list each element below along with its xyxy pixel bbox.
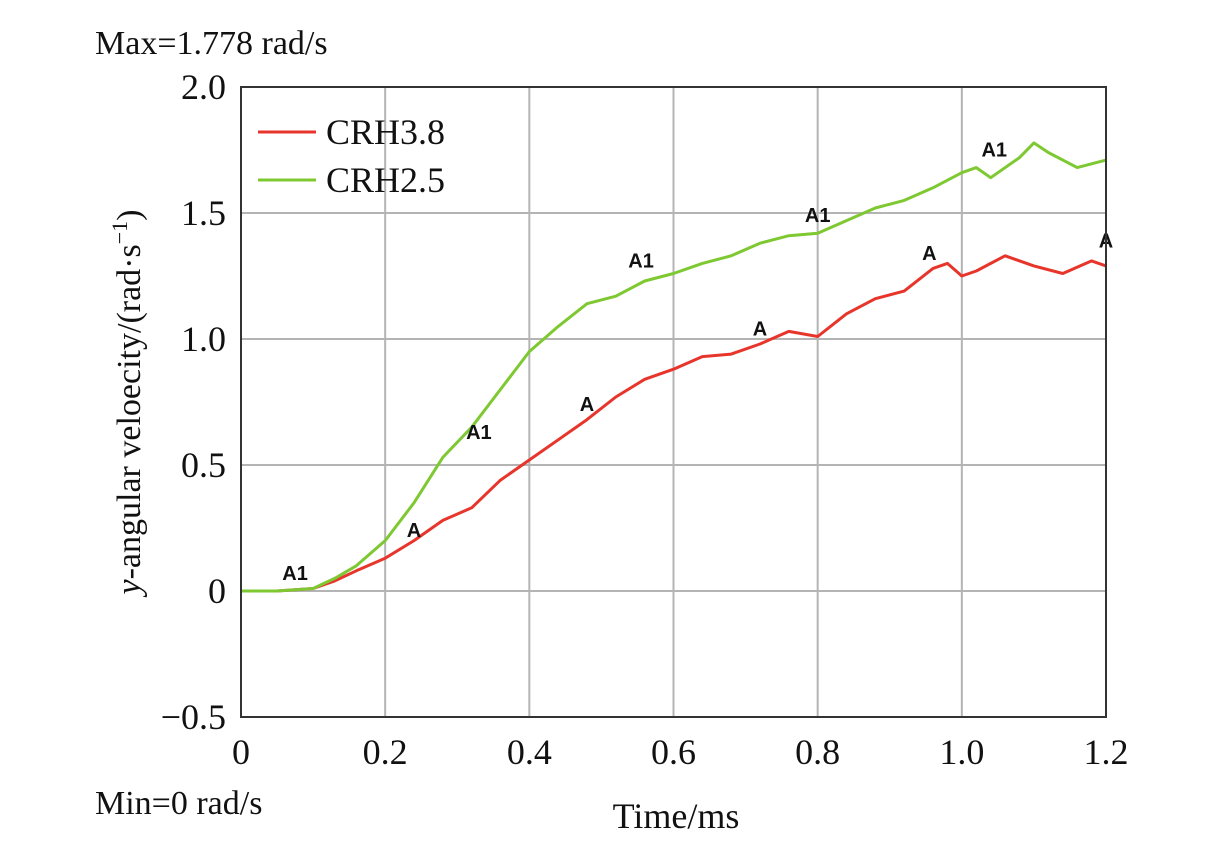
y-tick-label: 1.0 bbox=[181, 319, 226, 359]
y-tick-label: 2.0 bbox=[181, 67, 226, 107]
y-tick-label: −0.5 bbox=[161, 697, 226, 737]
y-tick-label: 1.5 bbox=[181, 193, 226, 233]
x-tick-labels: 0 0.2 0.4 0.6 0.8 1.0 1.2 bbox=[232, 732, 1129, 772]
x-tick-label: 0.8 bbox=[795, 732, 840, 772]
x-tick-label: 0 bbox=[232, 732, 250, 772]
x-tick-label: 1.2 bbox=[1084, 732, 1129, 772]
x-tick-label: 1.0 bbox=[939, 732, 984, 772]
legend-label: CRH3.8 bbox=[326, 112, 445, 152]
x-tick-label: 0.2 bbox=[363, 732, 408, 772]
annotation-label: A bbox=[753, 319, 767, 341]
y-tick-labels: −0.5 0 0.5 1.0 1.5 2.0 bbox=[161, 67, 226, 737]
series-lines bbox=[241, 141, 1107, 593]
annotation-label: A1 bbox=[981, 140, 1007, 162]
y-axis-label-text: -angular veloecity/(rad·s bbox=[111, 244, 148, 579]
x-axis-label: Time/ms bbox=[613, 796, 740, 836]
y-axis-label-sup: −1 bbox=[107, 221, 132, 244]
annotation-label: A bbox=[922, 243, 936, 265]
y-axis-label-italic: y bbox=[111, 578, 148, 597]
y-tick-label: 0 bbox=[208, 571, 226, 611]
legend-label: CRH2.5 bbox=[326, 160, 445, 200]
x-tick-label: 0.4 bbox=[507, 732, 552, 772]
annotation-label: A1 bbox=[628, 250, 654, 272]
y-axis-label-close: ) bbox=[111, 210, 148, 221]
legend: CRH3.8 CRH2.5 bbox=[258, 112, 445, 200]
annotation-label: A1 bbox=[466, 422, 492, 444]
series-line-crh3-8 bbox=[241, 254, 1107, 593]
max-label: Max=1.778 rad/s bbox=[95, 25, 328, 62]
annotation-label: A bbox=[580, 394, 594, 416]
plot-frame bbox=[240, 86, 1107, 718]
x-tick-label: 0.6 bbox=[651, 732, 696, 772]
annotation-label: A1 bbox=[282, 563, 308, 585]
annotation-label: A1 bbox=[805, 205, 831, 227]
annotation-label: A bbox=[407, 520, 421, 542]
y-tick-label: 0.5 bbox=[181, 445, 226, 485]
series-line-crh2-5 bbox=[241, 141, 1107, 593]
y-axis-label: y-angular veloecity/(rad·s−1) bbox=[107, 210, 148, 598]
min-label: Min=0 rad/s bbox=[95, 785, 262, 822]
